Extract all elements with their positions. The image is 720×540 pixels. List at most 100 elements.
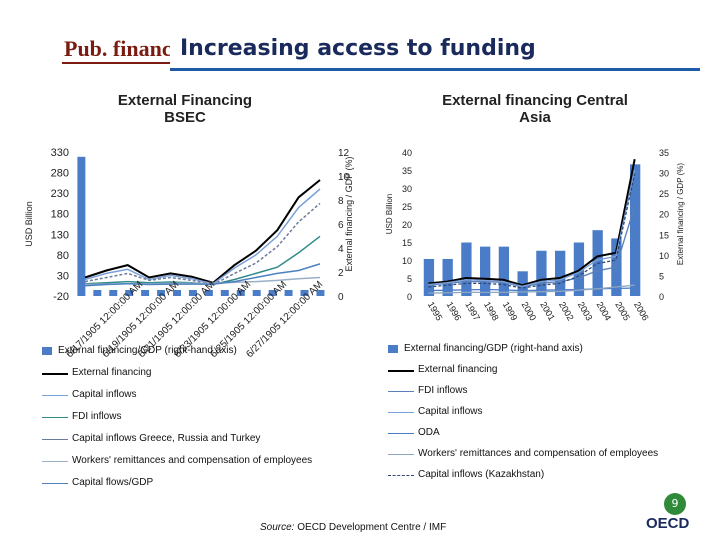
bar (173, 290, 181, 296)
chart1-title: External Financing BSEC (117, 92, 253, 126)
bar (252, 290, 261, 296)
y-tick-label: 25 (402, 202, 412, 212)
y2-tick-label: 30 (659, 169, 669, 179)
y-tick-label: 280 (51, 168, 69, 180)
y2-tick-label: 8 (338, 196, 344, 207)
y-tick-label: 10 (402, 256, 412, 266)
legend-label: Capital inflows (72, 389, 137, 400)
y2-tick-label: 12 (338, 148, 350, 159)
bar (536, 250, 547, 296)
series-line (84, 263, 321, 287)
page-title: Increasing access to funding (180, 36, 536, 61)
series-line (84, 179, 321, 284)
legend-swatch (388, 345, 398, 353)
legend-label: Capital inflows (418, 406, 483, 417)
bar (442, 258, 453, 296)
y-tick-label: 15 (402, 238, 412, 248)
bar (125, 290, 134, 296)
legend-swatch (42, 347, 52, 355)
bar (93, 290, 102, 296)
bar (109, 290, 118, 296)
legend-label: Workers' remittances and compensation of… (72, 455, 313, 466)
legend-swatch (388, 454, 414, 455)
y-tick-label: -20 (53, 291, 69, 303)
bar (498, 246, 510, 296)
x-tick-label: 2006 (632, 300, 651, 322)
x-tick-label: 2002 (557, 300, 576, 322)
chart1-svg: -20 30 80 130 180 230 280 330 0 2 4 6 8 10 12 USD Billi… (24, 147, 354, 360)
legend-swatch (42, 417, 68, 418)
y-tick-label: 330 (51, 147, 69, 159)
legend-label: ODA (418, 427, 440, 438)
y2-tick-label: 25 (659, 189, 669, 199)
y2-tick-label: 15 (659, 230, 669, 240)
series-line (84, 235, 321, 286)
y2-tick-label: 2 (338, 268, 344, 279)
chart2-svg: 0 5 10 15 20 25 30 35 40 0 5 10 15 20 25 30 35 USD Billio… (385, 148, 685, 322)
y-axis-title: USD Billion (385, 194, 394, 234)
y2-axis-title: External financing / GDP (%) (344, 157, 354, 272)
y2-tick-label: 35 (659, 148, 669, 158)
source-note: Source: OECD Development Centre / IMF (260, 522, 447, 533)
legend-swatch (42, 439, 68, 440)
legend-label: Capital flows/GDP (72, 477, 154, 488)
bar (77, 156, 86, 296)
bar (141, 290, 150, 296)
legend-swatch (388, 370, 414, 372)
y-tick-label: 30 (57, 270, 69, 282)
bar (555, 250, 566, 296)
y2-tick-label: 6 (338, 220, 344, 231)
y2-tick-label: 0 (338, 292, 344, 303)
x-tick-label: 2004 (595, 300, 614, 322)
legend-swatch (388, 391, 414, 392)
y-tick-label: 0 (407, 292, 412, 302)
bar (316, 290, 325, 296)
x-tick-label: 1999 (501, 300, 520, 322)
y2-tick-label: 4 (338, 244, 344, 255)
bar (630, 164, 641, 296)
series-line (428, 284, 635, 294)
y2-tick-label: 10 (659, 251, 669, 261)
legend-swatch (388, 475, 414, 476)
legend-label: Capital inflows (Kazakhstan) (418, 469, 545, 480)
legend-label: External financing/GDP (right-hand axis) (404, 343, 583, 354)
x-tick-label: 1997 (463, 300, 482, 322)
y-tick-label: 80 (57, 250, 69, 262)
bar (204, 290, 213, 296)
bar (268, 290, 277, 296)
y2-tick-label: 20 (659, 210, 669, 220)
x-tick-label: 2000 (520, 300, 539, 322)
legend-label: External financing (418, 364, 498, 375)
bar (480, 246, 491, 296)
pub-title: Pub. finance (62, 36, 184, 64)
legend-swatch (42, 373, 68, 375)
x-tick-label: 2001 (538, 300, 557, 322)
bar (157, 290, 166, 296)
legend-label: Workers' remittances and compensation of… (418, 448, 659, 459)
page-number: 9 (664, 493, 686, 515)
y-axis-title: USD Billion (24, 201, 34, 247)
chart2-title: External financing Central Asia (442, 92, 628, 126)
legend-label: External financing/GDP (right-hand axis) (58, 345, 237, 356)
x-tick-label: 1995 (426, 300, 445, 322)
series-line (428, 205, 636, 288)
x-tick-label: 2003 (576, 300, 595, 322)
bar (284, 290, 293, 296)
legend-swatch (42, 483, 68, 484)
y-tick-label: 30 (402, 184, 412, 194)
y-tick-label: 40 (402, 148, 412, 158)
bar (300, 290, 309, 296)
legend-label: Capital inflows Greece, Russia and Turke… (72, 433, 261, 444)
y-tick-label: 35 (402, 166, 412, 176)
bar (220, 290, 229, 296)
oecd-logo: OECD (646, 515, 690, 532)
y2-tick-label: 0 (659, 292, 664, 302)
y-tick-label: 180 (51, 209, 69, 221)
y2-tick-label: 10 (338, 172, 350, 183)
x-tick-label: 1998 (482, 300, 501, 322)
y2-tick-label: 5 (659, 271, 664, 281)
legend-label: External financing (72, 367, 152, 378)
title-bar (170, 34, 700, 71)
series-line (428, 159, 636, 287)
y-tick-label: 230 (51, 188, 69, 200)
